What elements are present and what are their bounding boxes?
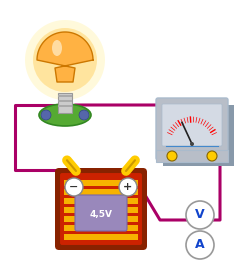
Bar	[64, 189, 138, 195]
Ellipse shape	[39, 104, 91, 126]
Bar	[58, 93, 72, 113]
Circle shape	[65, 178, 83, 196]
Circle shape	[207, 151, 217, 161]
Bar	[58, 100, 72, 102]
Bar	[58, 105, 72, 107]
FancyBboxPatch shape	[55, 168, 147, 250]
Text: +: +	[123, 182, 133, 192]
Text: A: A	[195, 238, 205, 251]
Circle shape	[167, 151, 177, 161]
Circle shape	[186, 231, 214, 259]
FancyBboxPatch shape	[59, 172, 143, 246]
Bar	[226, 105, 234, 163]
Polygon shape	[37, 32, 93, 82]
Circle shape	[190, 142, 194, 146]
FancyBboxPatch shape	[75, 195, 127, 231]
Circle shape	[25, 20, 105, 100]
Bar	[163, 158, 234, 166]
Bar	[64, 225, 138, 231]
Circle shape	[79, 110, 89, 120]
Bar	[64, 198, 138, 204]
FancyBboxPatch shape	[162, 104, 222, 146]
Text: −: −	[69, 182, 79, 192]
Ellipse shape	[52, 40, 62, 56]
Bar	[58, 95, 72, 97]
Text: 4,5V: 4,5V	[89, 210, 113, 218]
Bar	[64, 180, 138, 186]
Bar	[64, 216, 138, 222]
Bar	[64, 234, 138, 240]
Circle shape	[186, 201, 214, 229]
Bar	[156, 150, 228, 162]
Circle shape	[41, 110, 51, 120]
Bar	[64, 207, 138, 213]
Circle shape	[33, 28, 97, 92]
Text: V: V	[195, 208, 205, 221]
Circle shape	[119, 178, 137, 196]
FancyBboxPatch shape	[156, 98, 228, 160]
